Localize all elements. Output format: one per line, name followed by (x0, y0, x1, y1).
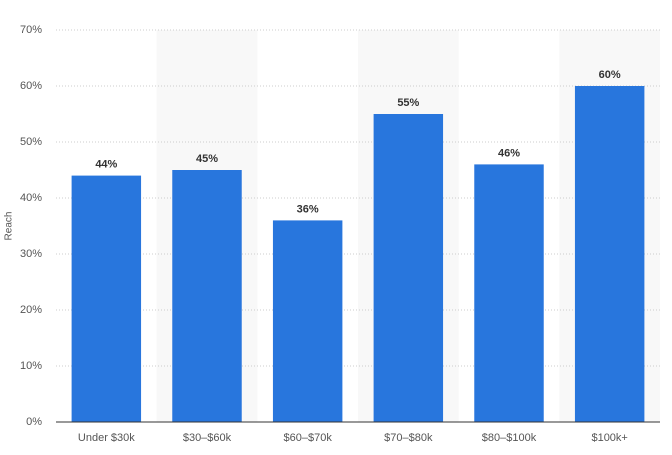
bar (71, 175, 142, 422)
y-tick-label: 50% (20, 136, 42, 148)
value-label: 45% (196, 153, 218, 165)
value-label: 36% (297, 203, 319, 215)
x-tick-label: $80–$100k (482, 432, 537, 444)
value-label: 55% (397, 97, 419, 109)
value-label: 46% (498, 147, 520, 159)
value-label: 44% (95, 159, 117, 171)
bar (272, 220, 343, 422)
x-tick-label: $30–$60k (183, 432, 232, 444)
y-tick-label: 40% (20, 192, 42, 204)
x-tick-label: Under $30k (78, 432, 135, 444)
bar (172, 170, 242, 422)
bar (574, 86, 645, 422)
y-tick-label: 30% (20, 248, 42, 260)
x-tick-label: $60–$70k (284, 432, 333, 444)
y-tick-label: 10% (20, 360, 42, 372)
y-axis-label: Reach (4, 212, 15, 241)
y-tick-label: 60% (20, 80, 42, 92)
bar (474, 164, 544, 422)
bar (373, 114, 444, 422)
y-tick-label: 0% (26, 416, 42, 428)
x-tick-label: $70–$80k (384, 432, 433, 444)
value-label: 60% (599, 69, 621, 81)
x-tick-label: $100k+ (591, 432, 627, 444)
y-tick-label: 70% (20, 24, 42, 36)
y-tick-label: 20% (20, 304, 42, 316)
